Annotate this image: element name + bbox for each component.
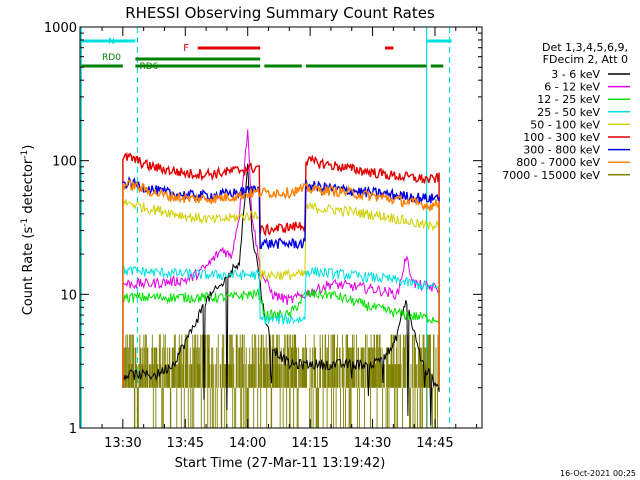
y-tick-label-3: 1000 [44,21,77,36]
y-tick-label-2: 100 [52,155,77,170]
night-label: N [108,37,115,47]
y-axis-label-main: Count Rate (s [21,227,36,316]
legend-label-2: 12 - 25 keV [537,93,600,106]
legend-label-3: 25 - 50 keV [537,106,600,119]
series-line-4 [122,199,440,388]
x-axis-label: Start Time (27-Mar-11 13:19:42) [175,456,386,471]
series-line-3 [122,266,440,388]
y-axis-label-end: ) [21,145,36,150]
flare-label: F [183,43,189,54]
x-tick-label-1: 13:45 [167,436,204,451]
x-tick-label-2: 14:00 [229,436,266,451]
legend: Det 1,3,4,5,6,9, FDecim 2, Att 0 3 - 6 k… [502,41,630,182]
plot-area: N F RD0 RD6 [80,27,452,428]
x-tick-label-5: 14:45 [416,436,453,451]
x-tick-label-3: 14:15 [291,436,328,451]
x-tick-label-0: 13:30 [104,436,141,451]
footer-timestamp: 16-Oct-2021 00:25 [560,469,636,478]
series-line-2 [122,287,440,388]
legend-header-line-2: FDecim 2, Att 0 [543,53,628,66]
legend-label-6: 300 - 800 keV [523,144,600,157]
legend-label-4: 50 - 100 keV [530,118,600,131]
chart-title: RHESSI Observing Summary Count Rates [125,4,435,22]
rd0-label: RD0 [102,53,121,63]
x-tick-label-4: 14:30 [354,436,391,451]
legend-label-7: 800 - 7000 keV [516,156,600,169]
plot-frame [79,26,483,429]
y-axis-label-mid: detector [21,158,36,218]
series-line-1 [122,129,440,388]
y-tick-label-0: 1 [69,422,77,437]
y-axis-label-sup1: -1 [20,218,30,227]
series-line-7 [122,179,440,388]
rd6-label: RD6 [140,62,159,72]
legend-label-5: 100 - 300 keV [523,131,600,144]
series-line-0 [122,163,440,426]
legend-header-line-1: Det 1,3,4,5,6,9, [542,41,628,54]
legend-label-0: 3 - 6 keV [551,68,600,81]
series-line-5 [122,152,440,388]
y-tick-label-1: 10 [60,288,77,303]
legend-label-1: 6 - 12 keV [544,81,600,94]
y-axis-label-sup2: -1 [20,150,30,159]
axes: 1 10 100 1000 13:30 13:45 14:00 14:15 14:30 14:45 [44,21,482,451]
legend-label-8: 7000 - 15000 keV [502,169,600,182]
y-axis-label: Count Rate (s-1 detector-1) [20,145,36,316]
